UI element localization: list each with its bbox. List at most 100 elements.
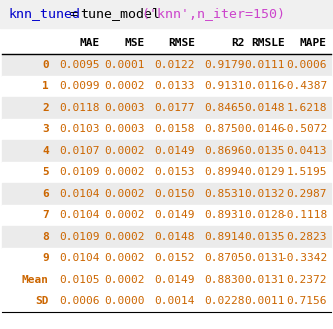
Text: 0.0131: 0.0131 <box>244 253 285 263</box>
Text: -0.3342: -0.3342 <box>280 253 327 263</box>
Text: 2: 2 <box>42 103 49 113</box>
Text: 0.0002: 0.0002 <box>105 189 145 199</box>
Text: 0.0132: 0.0132 <box>244 189 285 199</box>
Text: 0.0006: 0.0006 <box>286 60 327 70</box>
Text: 0.0158: 0.0158 <box>155 124 195 134</box>
Text: 0.0177: 0.0177 <box>155 103 195 113</box>
Text: 0.0104: 0.0104 <box>60 253 100 263</box>
Text: MAE: MAE <box>80 38 100 48</box>
Text: 0.8830: 0.8830 <box>204 275 245 285</box>
Text: 0.0109: 0.0109 <box>60 232 100 242</box>
Text: 0.0103: 0.0103 <box>60 124 100 134</box>
Text: 3: 3 <box>42 124 49 134</box>
Text: 0.8750: 0.8750 <box>204 124 245 134</box>
Text: -0.5072: -0.5072 <box>280 124 327 134</box>
Text: 0.0011: 0.0011 <box>244 296 285 306</box>
Text: 0.0122: 0.0122 <box>155 60 195 70</box>
Text: 0.0148: 0.0148 <box>155 232 195 242</box>
Text: 0.0228: 0.0228 <box>204 296 245 306</box>
Text: 0: 0 <box>42 60 49 70</box>
Text: RMSE: RMSE <box>168 38 195 48</box>
Bar <box>2 247 331 269</box>
Text: 0.0002: 0.0002 <box>105 275 145 285</box>
Text: 0.0003: 0.0003 <box>105 103 145 113</box>
Text: 0.0111: 0.0111 <box>244 60 285 70</box>
Text: 0.0118: 0.0118 <box>60 103 100 113</box>
Bar <box>2 75 331 97</box>
Text: 0.2823: 0.2823 <box>286 232 327 242</box>
Text: 0.0105: 0.0105 <box>60 275 100 285</box>
Text: 0.0413: 0.0413 <box>286 146 327 156</box>
Text: 0.0133: 0.0133 <box>155 81 195 91</box>
Bar <box>2 269 331 291</box>
Bar <box>2 118 331 140</box>
Text: -0.1118: -0.1118 <box>280 210 327 220</box>
Bar <box>0 0 333 28</box>
Text: tune_model: tune_model <box>81 8 161 20</box>
Text: 6: 6 <box>42 189 49 199</box>
Text: 0.0002: 0.0002 <box>105 167 145 177</box>
Text: MAPE: MAPE <box>300 38 327 48</box>
Text: 0.0149: 0.0149 <box>155 146 195 156</box>
Text: 0.0000: 0.0000 <box>105 296 145 306</box>
Text: 0.0002: 0.0002 <box>105 146 145 156</box>
Text: ('knn',n_iter=150): ('knn',n_iter=150) <box>141 8 285 20</box>
Text: 0.0152: 0.0152 <box>155 253 195 263</box>
Text: 0.0104: 0.0104 <box>60 210 100 220</box>
Text: knn_tuned: knn_tuned <box>8 8 80 20</box>
Text: 1: 1 <box>42 81 49 91</box>
Text: 0.9131: 0.9131 <box>204 81 245 91</box>
Bar <box>2 140 331 162</box>
Text: 0.8696: 0.8696 <box>204 146 245 156</box>
Text: 0.0002: 0.0002 <box>105 210 145 220</box>
Text: 0.0149: 0.0149 <box>155 210 195 220</box>
Text: 0.0109: 0.0109 <box>60 167 100 177</box>
Text: 0.8931: 0.8931 <box>204 210 245 220</box>
Text: 8: 8 <box>42 232 49 242</box>
Text: 0.8994: 0.8994 <box>204 167 245 177</box>
Text: 0.0153: 0.0153 <box>155 167 195 177</box>
Text: 0.0129: 0.0129 <box>244 167 285 177</box>
Text: -0.4387: -0.4387 <box>280 81 327 91</box>
Bar <box>2 97 331 118</box>
Text: 0.8705: 0.8705 <box>204 253 245 263</box>
Text: 0.8914: 0.8914 <box>204 232 245 242</box>
Text: 0.7156: 0.7156 <box>286 296 327 306</box>
Bar <box>2 162 331 183</box>
Text: 7: 7 <box>42 210 49 220</box>
Text: 0.0150: 0.0150 <box>155 189 195 199</box>
Text: 0.0104: 0.0104 <box>60 189 100 199</box>
Text: 0.0149: 0.0149 <box>155 275 195 285</box>
Text: R2: R2 <box>231 38 245 48</box>
Text: 0.0128: 0.0128 <box>244 210 285 220</box>
Bar <box>2 54 331 75</box>
Bar <box>2 205 331 226</box>
Text: =: = <box>63 8 87 20</box>
Text: 9: 9 <box>42 253 49 263</box>
Text: 0.0135: 0.0135 <box>244 232 285 242</box>
Text: 0.0002: 0.0002 <box>105 253 145 263</box>
Text: 0.0002: 0.0002 <box>105 81 145 91</box>
Text: SD: SD <box>36 296 49 306</box>
Text: 1.6218: 1.6218 <box>286 103 327 113</box>
Bar <box>2 226 331 247</box>
Text: Mean: Mean <box>22 275 49 285</box>
Text: 0.0006: 0.0006 <box>60 296 100 306</box>
Text: 0.0014: 0.0014 <box>155 296 195 306</box>
Bar <box>2 291 331 312</box>
Text: 0.0095: 0.0095 <box>60 60 100 70</box>
Text: 0.0135: 0.0135 <box>244 146 285 156</box>
Text: 0.0002: 0.0002 <box>105 232 145 242</box>
Text: RMSLE: RMSLE <box>251 38 285 48</box>
Bar <box>2 183 331 205</box>
Text: 0.0148: 0.0148 <box>244 103 285 113</box>
Text: 0.0116: 0.0116 <box>244 81 285 91</box>
Text: 0.0001: 0.0001 <box>105 60 145 70</box>
Text: 0.2987: 0.2987 <box>286 189 327 199</box>
Text: 0.8531: 0.8531 <box>204 189 245 199</box>
Text: 0.0131: 0.0131 <box>244 275 285 285</box>
Text: 0.9179: 0.9179 <box>204 60 245 70</box>
Text: 0.0003: 0.0003 <box>105 124 145 134</box>
Text: 5: 5 <box>42 167 49 177</box>
Text: 4: 4 <box>42 146 49 156</box>
